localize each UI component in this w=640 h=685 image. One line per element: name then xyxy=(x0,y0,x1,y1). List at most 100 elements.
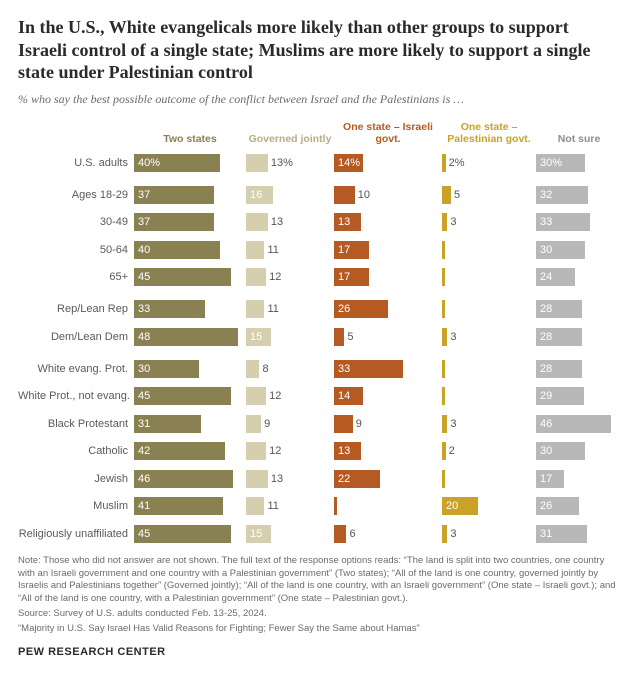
bar: 42 xyxy=(134,442,225,460)
bar: 10 xyxy=(334,186,355,204)
bar-value: 45 xyxy=(134,528,150,540)
cell-not_sure: 28 xyxy=(536,300,622,318)
bar: 13 xyxy=(334,442,361,460)
bar: 16 xyxy=(246,186,273,204)
bar: 33 xyxy=(536,213,590,231)
cell-israeli: 17 xyxy=(334,241,442,259)
bar-value: 13% xyxy=(268,157,293,169)
column-header-jointly: Governed jointly xyxy=(246,133,334,146)
chart-subtitle: % who say the best possible outcome of t… xyxy=(18,92,622,107)
bar: 5 xyxy=(442,186,451,204)
chart-note: Note: Those who did not answer are not s… xyxy=(18,555,622,606)
cell-jointly: 11 xyxy=(246,300,334,318)
cell-jointly: 11 xyxy=(246,241,334,259)
cell-israeli xyxy=(334,497,442,515)
cell-two_states: 37 xyxy=(134,186,246,204)
cell-israeli: 17 xyxy=(334,268,442,286)
cell-palestinian: 2% xyxy=(442,154,536,172)
bar-value: 37 xyxy=(134,189,150,201)
row-label: Muslim xyxy=(18,500,134,512)
cell-palestinian xyxy=(442,360,536,378)
cell-israeli: 22 xyxy=(334,470,442,488)
row-group: Ages 18-2937161053230-4937131333350-6440… xyxy=(18,184,622,289)
bar: 28 xyxy=(536,360,582,378)
column-header-israeli: One state – Israeli govt. xyxy=(334,121,442,146)
bar: 45 xyxy=(134,525,231,543)
cell-palestinian xyxy=(442,300,536,318)
bar xyxy=(334,497,337,515)
bar: 29 xyxy=(536,387,584,405)
bar-value: 30 xyxy=(536,445,552,457)
bar: 26 xyxy=(536,497,579,515)
bar-value: 28 xyxy=(536,331,552,343)
cell-two_states: 40% xyxy=(134,154,246,172)
bar: 28 xyxy=(536,328,582,346)
cell-jointly: 11 xyxy=(246,497,334,515)
bar: 17 xyxy=(334,241,369,259)
bar-value: 37 xyxy=(134,216,150,228)
row-label: White evang. Prot. xyxy=(18,363,134,375)
bar: 37 xyxy=(134,213,214,231)
bar xyxy=(442,387,445,405)
bar-value: 2% xyxy=(446,157,465,169)
bar-value: 2 xyxy=(446,445,455,457)
cell-not_sure: 33 xyxy=(536,213,622,231)
cell-two_states: 48 xyxy=(134,328,246,346)
data-row: U.S. adults40%13%14%2%30% xyxy=(18,152,622,174)
bar-value: 9 xyxy=(261,418,270,430)
bar-value: 41 xyxy=(134,500,150,512)
bar xyxy=(442,268,445,286)
cell-jointly: 12 xyxy=(246,268,334,286)
column-header-two_states: Two states xyxy=(134,133,246,146)
cell-jointly: 15 xyxy=(246,328,334,346)
bar: 3 xyxy=(442,415,447,433)
cell-two_states: 40 xyxy=(134,241,246,259)
row-group: U.S. adults40%13%14%2%30% xyxy=(18,152,622,174)
bar-value: 26 xyxy=(334,303,350,315)
row-label: Rep/Lean Rep xyxy=(18,303,134,315)
cell-palestinian: 20 xyxy=(442,497,536,515)
bar-value: 3 xyxy=(447,528,456,540)
chart-report: “Majority in U.S. Say Israel Has Valid R… xyxy=(18,623,622,636)
cell-two_states: 31 xyxy=(134,415,246,433)
cell-israeli: 13 xyxy=(334,442,442,460)
data-row: Jewish46132217 xyxy=(18,468,622,490)
cell-palestinian: 3 xyxy=(442,415,536,433)
cell-palestinian: 5 xyxy=(442,186,536,204)
bar: 30 xyxy=(536,442,585,460)
cell-palestinian: 3 xyxy=(442,213,536,231)
row-label: White Prot., not evang. xyxy=(18,390,134,402)
bar: 31 xyxy=(134,415,201,433)
cell-palestinian xyxy=(442,387,536,405)
bar: 32 xyxy=(536,186,588,204)
bar: 26 xyxy=(334,300,388,318)
bar: 30 xyxy=(536,241,585,259)
row-label: Ages 18-29 xyxy=(18,189,134,201)
bar xyxy=(442,470,445,488)
bar: 30 xyxy=(134,360,199,378)
bar: 11 xyxy=(246,497,264,515)
bar-value: 15 xyxy=(246,331,262,343)
cell-palestinian: 3 xyxy=(442,525,536,543)
bar-value: 5 xyxy=(344,331,353,343)
row-label: Black Protestant xyxy=(18,418,134,430)
bar-value: 33 xyxy=(536,216,552,228)
bar-value: 22 xyxy=(334,473,350,485)
data-row: White Prot., not evang.45121429 xyxy=(18,385,622,407)
bar: 40% xyxy=(134,154,220,172)
cell-israeli: 26 xyxy=(334,300,442,318)
bar: 2 xyxy=(442,442,446,460)
cell-jointly: 13 xyxy=(246,213,334,231)
cell-not_sure: 17 xyxy=(536,470,622,488)
bar-value: 30% xyxy=(536,157,562,169)
cell-two_states: 33 xyxy=(134,300,246,318)
cell-jointly: 9 xyxy=(246,415,334,433)
row-group: Rep/Lean Rep33112628Dem/Lean Dem48155328 xyxy=(18,298,622,348)
cell-israeli: 13 xyxy=(334,213,442,231)
cell-not_sure: 29 xyxy=(536,387,622,405)
bar-value: 13 xyxy=(334,445,350,457)
data-row: White evang. Prot.3083328 xyxy=(18,358,622,380)
data-row: Catholic421213230 xyxy=(18,440,622,462)
data-row: 30-49371313333 xyxy=(18,211,622,233)
bar: 15 xyxy=(246,328,271,346)
